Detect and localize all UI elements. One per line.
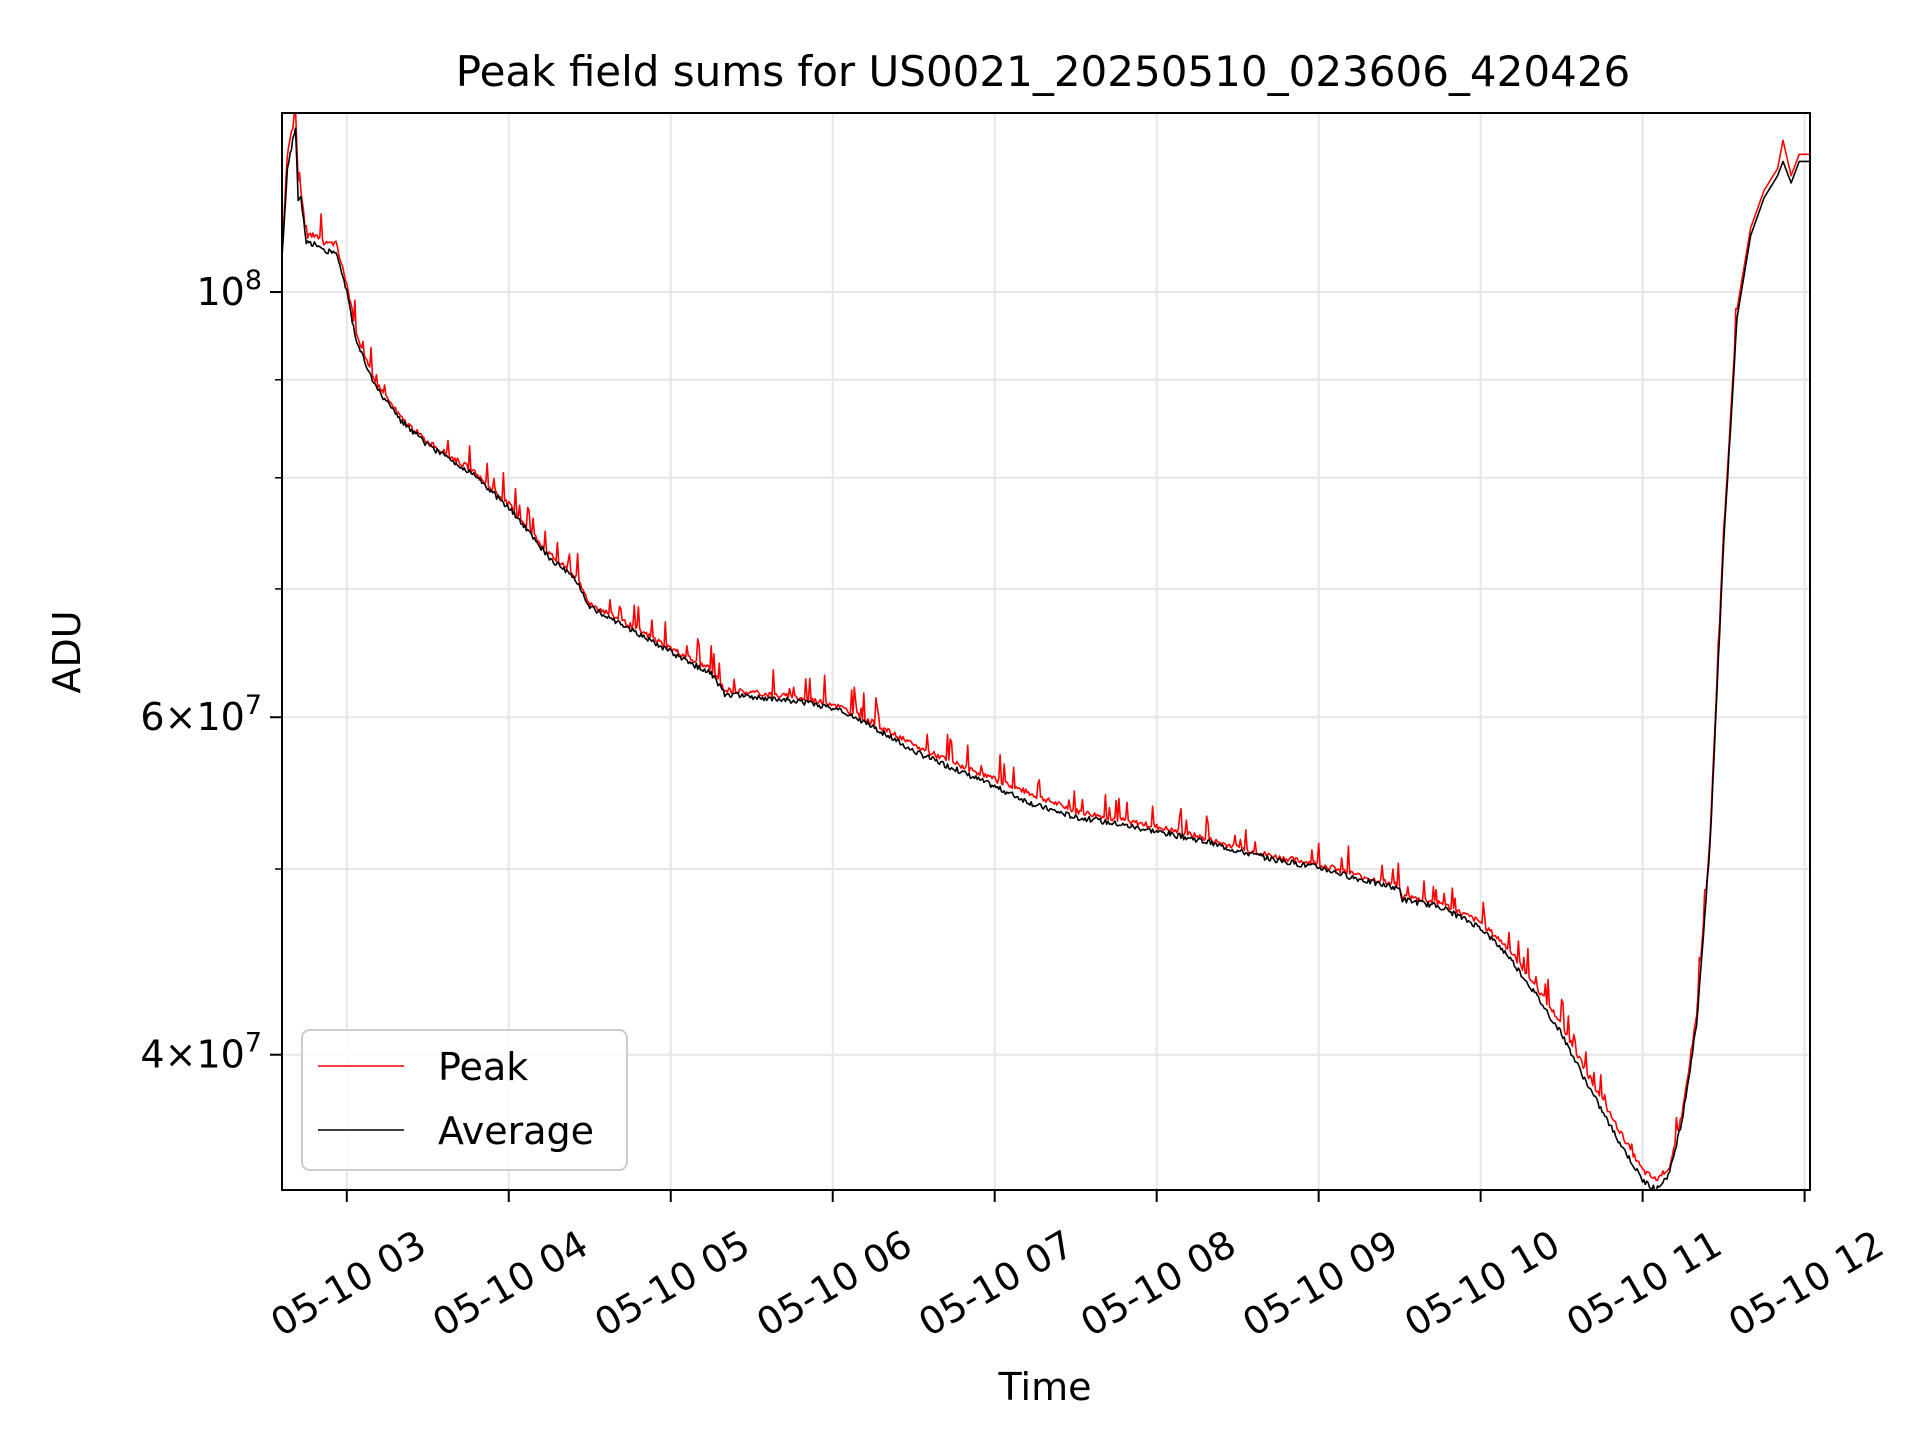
y-tick-exponent: 7: [245, 690, 262, 721]
y-tick-exponent: 8: [245, 265, 262, 296]
y-axis-label: ADU: [45, 610, 89, 693]
legend-label-peak: Peak: [438, 1045, 528, 1089]
legend-label-average: Average: [438, 1109, 594, 1153]
y-tick-mantissa: 4: [140, 1033, 164, 1077]
legend-box: [301, 1029, 628, 1171]
series-line-peak: [282, 113, 1810, 1182]
y-tick-label: 108: [196, 265, 262, 314]
series-line-average: [282, 127, 1810, 1190]
x-axis-label: Time: [998, 1365, 1092, 1409]
chart-title: Peak field sums for US0021_20250510_0236…: [456, 47, 1631, 96]
y-tick-mantissa: 6: [140, 695, 164, 739]
y-tick-times: ×: [165, 1033, 197, 1077]
y-tick-exponent: 7: [245, 1028, 262, 1059]
axes-frame: [281, 112, 1811, 1191]
plot-area: [282, 113, 1810, 1190]
y-tick-label: 6×107: [140, 690, 262, 739]
y-tick-base: 10: [196, 270, 244, 314]
y-tick-times: ×: [165, 695, 197, 739]
y-tick-label: 4×107: [140, 1028, 262, 1077]
y-tick-base: 10: [196, 695, 244, 739]
y-tick-base: 10: [196, 1033, 244, 1077]
gridlines: [282, 113, 1810, 1190]
legend: Peak Average: [301, 1029, 628, 1171]
